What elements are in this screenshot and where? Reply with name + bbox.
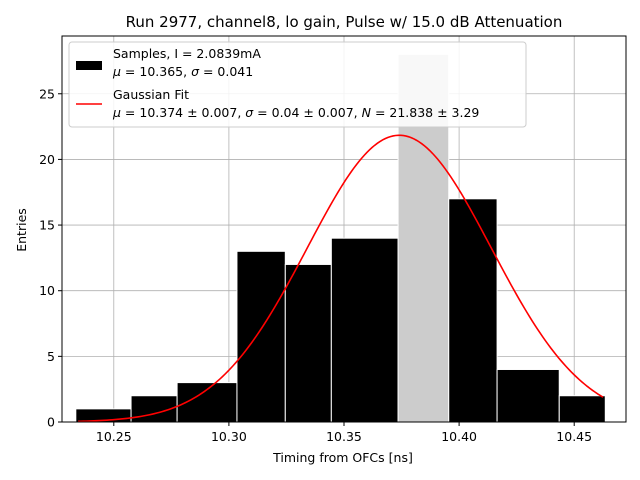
x-tick-label: 10.30 — [211, 429, 247, 444]
y-tick-label: 5 — [47, 349, 55, 364]
chart-title: Run 2977, channel8, lo gain, Pulse w/ 15… — [126, 13, 563, 31]
histogram-bar — [496, 368, 560, 423]
y-tick-label: 10 — [39, 283, 55, 298]
histogram-bar — [284, 263, 332, 423]
legend-samples-swatch — [76, 61, 102, 70]
axes-layer: 10.25 10.30 10.35 10.40 10.45 0 5 10 15 20 25 — [39, 35, 627, 444]
y-tick-label: 15 — [39, 218, 55, 233]
histogram-bar — [236, 250, 286, 423]
legend-entry-title: Samples, I = 2.0839mA — [113, 46, 261, 61]
legend-entry-stats: μ = 10.365, σ = 0.041 — [112, 64, 253, 79]
y-tick-label: 0 — [47, 415, 55, 430]
y-axis-label: Entries — [14, 208, 29, 252]
histogram-bar — [558, 395, 606, 423]
legend-entry-title: Gaussian Fit — [113, 87, 189, 102]
x-axis-label: Timing from OFCs [ns] — [272, 450, 413, 465]
gaussian-fit-layer — [78, 134, 604, 423]
gaussian-fit-curve — [78, 134, 604, 423]
histogram-bar — [330, 237, 399, 423]
x-tick-label: 10.25 — [96, 429, 132, 444]
x-tick-label: 10.45 — [556, 429, 592, 444]
legend-box — [68, 41, 527, 128]
x-tick-label: 10.35 — [326, 429, 362, 444]
y-tick-label: 20 — [39, 152, 55, 167]
y-tick-label: 25 — [39, 86, 55, 101]
x-tick-label: 10.40 — [441, 429, 477, 444]
legend: Samples, I = 2.0839mA μ = 10.365, σ = 0.0… — [68, 41, 527, 128]
legend-entry-stats: μ = 10.374 ± 0.007, σ = 0.04 ± 0.007, N … — [112, 105, 479, 120]
histogram-bar — [448, 198, 498, 423]
